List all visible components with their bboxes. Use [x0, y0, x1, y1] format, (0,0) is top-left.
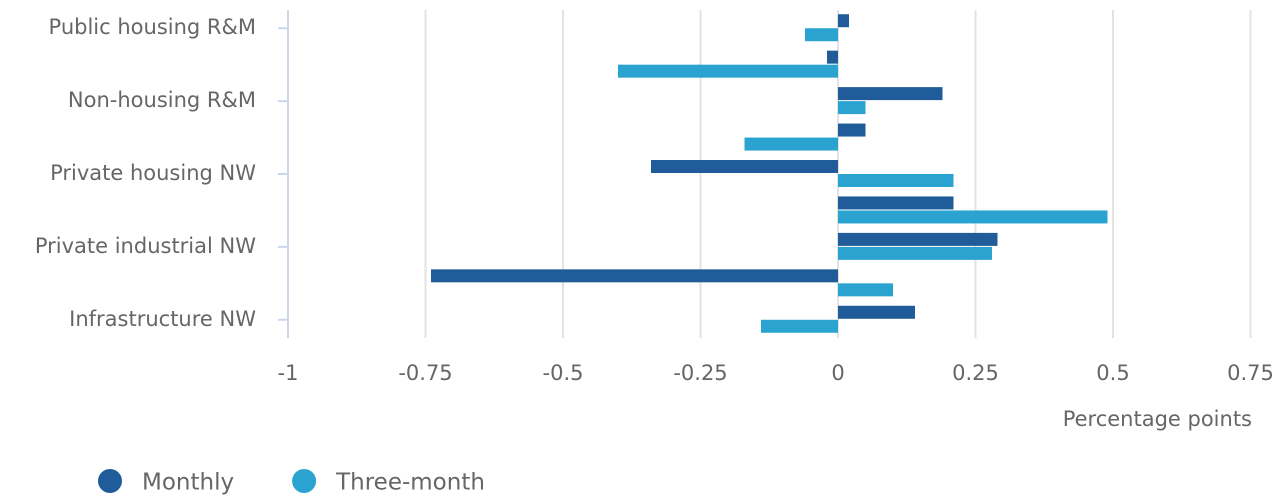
- x-tick-label: -0.75: [398, 361, 452, 385]
- bar: [838, 232, 998, 246]
- y-tick-label: Public housing R&M: [49, 15, 256, 39]
- bar: [761, 319, 838, 333]
- bar: [838, 123, 866, 137]
- x-tick-label: 0.75: [1227, 361, 1274, 385]
- bar: [838, 246, 992, 260]
- bar: [838, 283, 893, 297]
- legend-swatch: [98, 469, 122, 493]
- bar: [744, 137, 838, 151]
- y-tick-label: Infrastructure NW: [69, 307, 256, 331]
- x-tick-label: -0.25: [673, 361, 727, 385]
- bar: [838, 14, 849, 28]
- bar: [651, 160, 838, 173]
- bar: [838, 305, 915, 319]
- x-tick-label: 0.25: [952, 361, 999, 385]
- x-tick-label: 0.5: [1096, 361, 1129, 385]
- x-axis-label: Percentage points: [1063, 407, 1252, 431]
- bar: [431, 269, 838, 283]
- bar: [827, 50, 838, 64]
- bar: [838, 101, 866, 115]
- legend-label: Monthly: [142, 470, 234, 496]
- bar: [805, 28, 838, 42]
- x-tick-label: -0.5: [543, 361, 584, 385]
- bar: [838, 87, 943, 101]
- bar: [838, 174, 954, 187]
- bar: [838, 210, 1108, 224]
- y-tick-label: Private housing NW: [50, 161, 256, 185]
- x-tick-label: 0: [831, 361, 844, 385]
- legend-label: Three-month: [335, 470, 485, 496]
- y-tick-label: Non-housing R&M: [68, 88, 256, 112]
- y-tick-label: Private industrial NW: [35, 234, 256, 258]
- x-tick-label: -1: [278, 361, 299, 385]
- bar: [838, 196, 954, 210]
- bar: [618, 64, 838, 78]
- legend-swatch: [292, 469, 317, 493]
